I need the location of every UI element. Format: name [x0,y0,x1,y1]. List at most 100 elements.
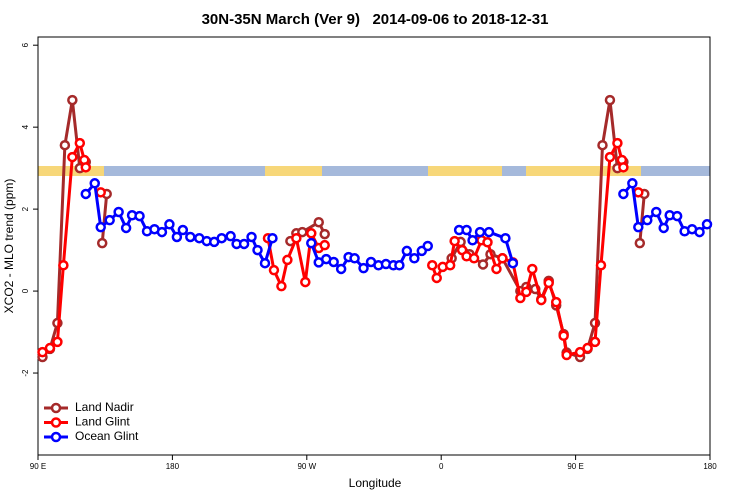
data-point [701,219,713,230]
data-point [319,239,330,251]
data-point [67,151,78,163]
data-point [95,187,106,198]
ocean-strip [38,166,710,176]
data-point [500,232,511,244]
data-point [246,231,257,243]
data-point [507,257,519,269]
data-point [59,139,71,151]
data-point [409,253,420,264]
data-point [574,346,586,358]
data-point [543,277,554,289]
series-line [84,181,709,271]
data-point [515,292,526,304]
data-point [52,336,63,348]
data-point [238,238,250,250]
x-tick-label: 90 E [567,462,583,471]
y-tick-label: -2 [21,369,30,377]
data-point [477,259,489,270]
data-point [468,253,480,264]
legend-marker [50,431,62,443]
plot-frame [37,36,711,456]
data-point [618,162,629,173]
x-tick-label: 180 [703,462,717,471]
data-point [44,342,56,354]
x-tick-label: 90 W [297,462,316,471]
data-point [37,346,48,358]
y-tick-label: 4 [21,124,30,129]
data-point [426,260,438,271]
data-point [185,231,196,243]
y-tick-label: 6 [21,42,30,47]
data-point [449,235,460,247]
legend-label: Ocean Glint [75,429,139,443]
data-point [482,237,493,248]
data-point [401,245,413,257]
data-point [267,232,278,244]
data-point [89,178,100,189]
chart-title: 30N-35N March (Ver 9) 2014-09-06 to 2018… [202,11,549,28]
y-tick-label: 2 [21,206,30,211]
data-point [527,263,538,275]
data-point [497,253,508,264]
data-point [561,349,572,361]
data-point [444,260,456,271]
data-point [113,206,124,218]
data-point [658,222,669,234]
data-point [95,221,106,233]
data-point [550,296,562,308]
data-point [597,139,608,151]
data-point [171,231,183,243]
data-point [268,264,280,276]
data-point [467,235,478,246]
data-point [349,253,360,264]
data-point [67,94,78,106]
data-point [589,336,601,348]
data-point [634,237,646,249]
data-point [80,162,92,173]
data-point [671,210,683,222]
legend-label: Land Glint [75,415,130,429]
series-line [41,98,646,359]
y-axis-label: XCO2 - MLO trend (ppm) [2,179,16,314]
data-point [642,214,653,226]
data-point [394,260,405,271]
data-point [259,257,271,269]
data-point [164,219,175,230]
data-point [461,224,472,236]
x-tick-label: 90 E [30,462,46,471]
data-point [604,151,616,163]
data-point [216,232,227,244]
data-point [431,272,442,284]
data-point [627,178,638,189]
data-point [252,244,263,256]
data-point [604,94,616,106]
land-strip [265,166,322,176]
data-point [58,260,69,271]
data-point [300,276,311,288]
data-point [694,226,705,238]
x-axis-label: Longitude [349,476,402,490]
data-point [156,226,168,238]
data-point [74,137,86,149]
data-point [306,228,317,239]
data-point [650,206,662,218]
y-tick-label: 0 [21,288,30,293]
data-point [582,342,593,354]
data-point [618,188,629,200]
data-point [96,237,108,249]
data-point [335,263,347,275]
data-point [521,286,532,298]
data-point [328,256,339,268]
data-point [276,280,287,292]
data-point [104,214,115,226]
land-strip [38,166,104,176]
land-strip [428,166,502,176]
data-point [612,137,623,149]
data-point [358,262,369,274]
data-point [319,228,330,240]
data-point [633,187,644,198]
data-point [558,330,569,341]
land-ocean-strip [38,166,710,176]
data-point [536,294,547,306]
